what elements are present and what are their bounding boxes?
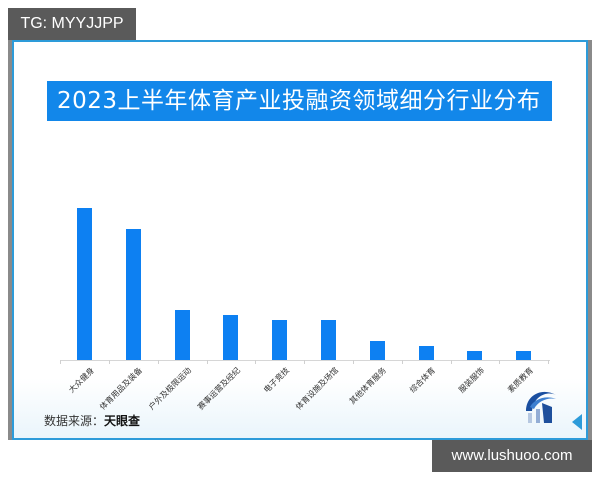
bar-5 — [272, 320, 288, 360]
source-value: 天眼查 — [104, 414, 141, 428]
x-axis-tick — [255, 360, 257, 364]
x-axis-tick — [548, 360, 550, 364]
bar-7 — [369, 341, 385, 360]
x-axis-tick — [304, 360, 306, 364]
corner-arrow-icon — [572, 414, 582, 430]
bar-2 — [125, 229, 141, 360]
x-axis-tick — [206, 360, 208, 364]
x-axis-tick — [352, 360, 354, 364]
chart-title: 2023上半年体育产业投融资领域细分行业分布 — [47, 81, 552, 121]
bar-9 — [467, 351, 483, 360]
bar-3 — [174, 310, 190, 360]
bar-6 — [321, 320, 336, 360]
x-axis-tick — [60, 360, 62, 364]
bar-8 — [418, 346, 434, 360]
x-axis-tick — [401, 360, 403, 364]
x-axis-tick — [499, 360, 501, 364]
source-label: 数据来源： — [44, 414, 105, 428]
bar-1 — [77, 208, 92, 360]
x-axis-tick — [450, 360, 452, 364]
bar-10 — [516, 351, 532, 360]
bar-plot-area — [60, 180, 550, 364]
bar-4 — [223, 315, 239, 360]
x-axis-tick — [108, 360, 110, 364]
x-axis-tick — [157, 360, 159, 364]
data-source: 数据来源：天眼查 — [44, 412, 140, 429]
tg-watermark-badge: TG: MYYJJPP — [8, 8, 136, 40]
tianyancha-logo-icon — [526, 391, 556, 423]
site-watermark: www.lushuoo.com — [432, 440, 592, 472]
frame-shadow-right — [586, 40, 592, 440]
frame-shadow-left — [8, 40, 12, 440]
